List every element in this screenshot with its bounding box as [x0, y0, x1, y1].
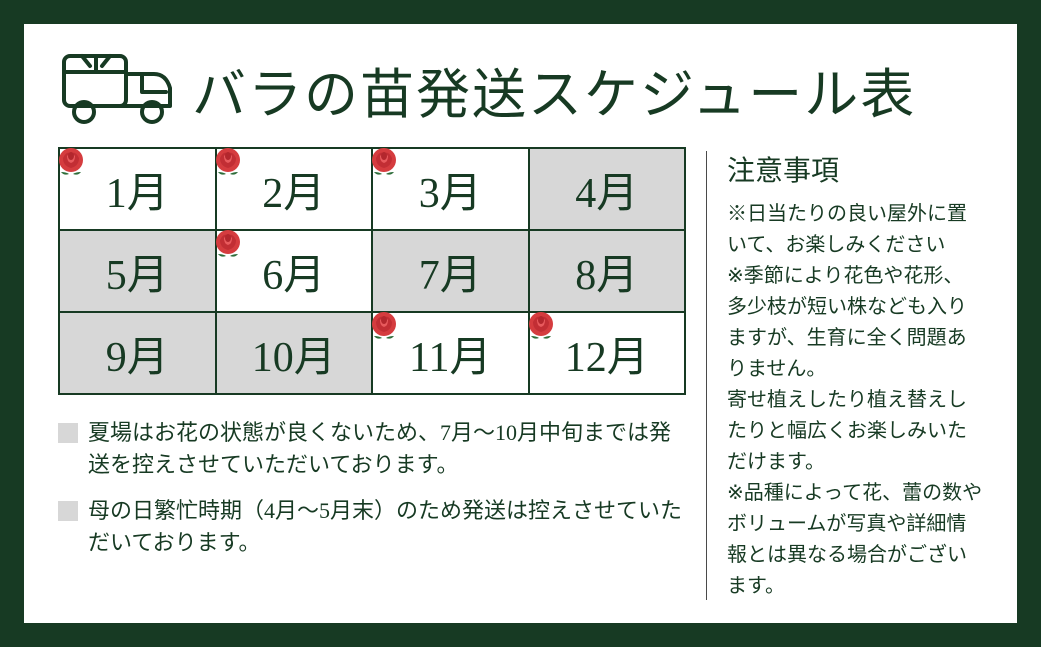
legend-square-icon [58, 501, 78, 521]
notes-list: 夏場はお花の状態が良くないため、7月～10月中旬までは発送を控えさせていただいて… [58, 417, 686, 559]
rose-icon [211, 223, 245, 271]
month-label: 10月 [252, 335, 336, 381]
rose-icon [211, 141, 245, 189]
note-text: 母の日繁忙時期（4月～5月末）のため発送は控えさせていただいております。 [88, 495, 686, 559]
month-label: 4月 [575, 171, 638, 217]
content: 1月 2月 3月 4月 5月 6月 [58, 147, 983, 602]
calendar-cell: 1月 [59, 148, 216, 230]
calendar-cell: 9月 [59, 312, 216, 394]
month-label: 7月 [419, 253, 482, 299]
month-label: 11月 [409, 335, 491, 381]
calendar-table: 1月 2月 3月 4月 5月 6月 [58, 147, 686, 395]
calendar-cell: 10月 [216, 312, 373, 394]
rose-icon [524, 305, 558, 353]
calendar-cell: 6月 [216, 230, 373, 312]
month-label: 1月 [106, 171, 169, 217]
month-label: 3月 [419, 171, 482, 217]
month-label: 6月 [262, 253, 325, 299]
notice-body: ※日当たりの良い屋外に置いて、お楽しみください※季節により花色や花形、多少枝が短… [727, 199, 983, 602]
note-item: 夏場はお花の状態が良くないため、7月～10月中旬までは発送を控えさせていただいて… [58, 417, 686, 481]
calendar-cell: 3月 [372, 148, 529, 230]
legend-square-icon [58, 423, 78, 443]
vertical-divider [706, 151, 707, 600]
delivery-truck-icon [58, 48, 178, 131]
rose-icon [367, 141, 401, 189]
month-label: 5月 [106, 253, 169, 299]
calendar-cell: 4月 [529, 148, 686, 230]
month-label: 9月 [106, 335, 169, 381]
rose-icon [54, 141, 88, 189]
month-label: 12月 [565, 335, 649, 381]
right-column: 注意事項 ※日当たりの良い屋外に置いて、お楽しみください※季節により花色や花形、… [727, 147, 983, 602]
header: バラの苗発送スケジュール表 [58, 48, 983, 131]
calendar-cell: 2月 [216, 148, 373, 230]
note-text: 夏場はお花の状態が良くないため、7月～10月中旬までは発送を控えさせていただいて… [88, 417, 686, 481]
note-item: 母の日繁忙時期（4月～5月末）のため発送は控えさせていただいております。 [58, 495, 686, 559]
calendar-cell: 5月 [59, 230, 216, 312]
rose-icon [367, 305, 401, 353]
month-label: 2月 [262, 171, 325, 217]
calendar-cell: 12月 [529, 312, 686, 394]
left-column: 1月 2月 3月 4月 5月 6月 [58, 147, 686, 602]
page-title: バラの苗発送スケジュール表 [192, 50, 916, 129]
card: バラの苗発送スケジュール表 1月 2月 3月 [24, 24, 1017, 623]
calendar-cell: 11月 [372, 312, 529, 394]
month-label: 8月 [575, 253, 638, 299]
calendar-cell: 8月 [529, 230, 686, 312]
calendar-cell: 7月 [372, 230, 529, 312]
notice-heading: 注意事項 [727, 149, 983, 189]
